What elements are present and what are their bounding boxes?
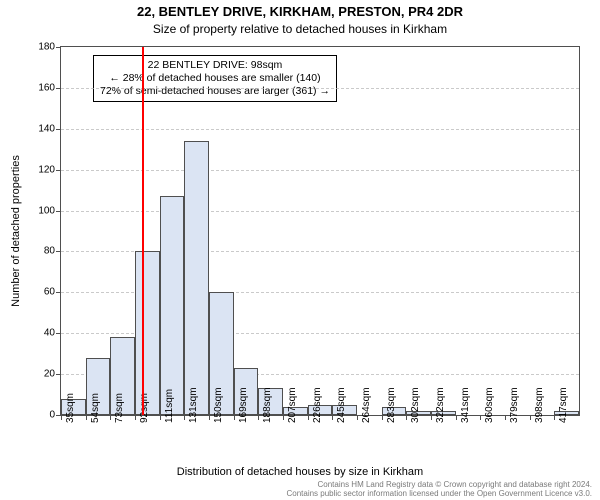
x-tick-mark <box>554 415 555 420</box>
x-tick-mark <box>209 415 210 420</box>
y-tick-mark <box>56 47 61 48</box>
x-tick-label: 35sqm <box>65 393 76 423</box>
y-tick-label: 120 <box>38 164 55 175</box>
y-tick-label: 140 <box>38 123 55 134</box>
y-tick-mark <box>56 211 61 212</box>
x-tick-mark <box>86 415 87 420</box>
x-tick-label: 92sqm <box>139 393 150 423</box>
annotation-line-2: ← 28% of detached houses are smaller (14… <box>100 72 330 85</box>
footer-line-1: Contains HM Land Registry data © Crown c… <box>286 480 592 489</box>
x-tick-mark <box>382 415 383 420</box>
x-tick-label: 226sqm <box>312 387 323 423</box>
x-tick-label: 283sqm <box>386 387 397 423</box>
y-tick-label: 160 <box>38 82 55 93</box>
x-tick-label: 169sqm <box>238 387 249 423</box>
x-tick-label: 245sqm <box>336 387 347 423</box>
x-tick-mark <box>505 415 506 420</box>
chart-title-sub: Size of property relative to detached ho… <box>0 22 600 36</box>
x-tick-label: 188sqm <box>262 387 273 423</box>
x-tick-label: 264sqm <box>361 387 372 423</box>
x-tick-label: 111sqm <box>164 389 175 423</box>
y-tick-label: 100 <box>38 205 55 216</box>
annotation-box: 22 BENTLEY DRIVE: 98sqm ← 28% of detache… <box>93 55 337 102</box>
x-tick-mark <box>480 415 481 420</box>
y-gridline <box>61 88 579 89</box>
y-tick-mark <box>56 292 61 293</box>
x-tick-label: 360sqm <box>484 387 495 423</box>
x-tick-label: 302sqm <box>410 387 421 423</box>
y-tick-label: 80 <box>44 246 55 257</box>
y-tick-mark <box>56 129 61 130</box>
x-tick-mark <box>110 415 111 420</box>
y-tick-label: 20 <box>44 369 55 380</box>
y-tick-label: 60 <box>44 287 55 298</box>
y-tick-mark <box>56 251 61 252</box>
y-tick-mark <box>56 374 61 375</box>
y-tick-mark <box>56 88 61 89</box>
x-tick-mark <box>308 415 309 420</box>
histogram-bar <box>160 196 185 415</box>
x-tick-label: 379sqm <box>509 387 520 423</box>
x-tick-label: 73sqm <box>114 393 125 423</box>
x-tick-label: 417sqm <box>558 387 569 423</box>
x-tick-mark <box>184 415 185 420</box>
y-gridline <box>61 129 579 130</box>
y-tick-mark <box>56 333 61 334</box>
x-tick-mark <box>283 415 284 420</box>
y-gridline <box>61 170 579 171</box>
x-tick-mark <box>406 415 407 420</box>
x-tick-mark <box>61 415 62 420</box>
x-tick-mark <box>357 415 358 420</box>
property-marker-line <box>142 47 144 415</box>
y-axis-label: Number of detached properties <box>10 155 22 307</box>
x-tick-mark <box>456 415 457 420</box>
footer-line-2: Contains public sector information licen… <box>286 489 592 498</box>
x-tick-label: 207sqm <box>287 387 298 423</box>
footer-attribution: Contains HM Land Registry data © Crown c… <box>286 480 592 498</box>
x-tick-mark <box>332 415 333 420</box>
x-tick-mark <box>431 415 432 420</box>
y-gridline <box>61 211 579 212</box>
y-tick-mark <box>56 170 61 171</box>
x-tick-label: 398sqm <box>534 387 545 423</box>
x-tick-mark <box>160 415 161 420</box>
x-tick-label: 54sqm <box>90 393 101 423</box>
y-tick-label: 40 <box>44 328 55 339</box>
plot-area: 22 BENTLEY DRIVE: 98sqm ← 28% of detache… <box>60 46 580 416</box>
x-tick-mark <box>135 415 136 420</box>
x-tick-mark <box>258 415 259 420</box>
x-tick-mark <box>234 415 235 420</box>
y-tick-label: 180 <box>38 42 55 53</box>
histogram-bar <box>184 141 209 415</box>
x-tick-mark <box>530 415 531 420</box>
x-tick-label: 322sqm <box>435 387 446 423</box>
x-tick-label: 131sqm <box>188 387 199 423</box>
x-axis-label: Distribution of detached houses by size … <box>0 466 600 478</box>
x-tick-label: 150sqm <box>213 387 224 423</box>
histogram-bar <box>135 251 160 415</box>
annotation-line-1: 22 BENTLEY DRIVE: 98sqm <box>100 59 330 72</box>
y-tick-label: 0 <box>49 410 55 421</box>
x-tick-label: 341sqm <box>460 387 471 423</box>
chart-title-main: 22, BENTLEY DRIVE, KIRKHAM, PRESTON, PR4… <box>0 4 600 19</box>
